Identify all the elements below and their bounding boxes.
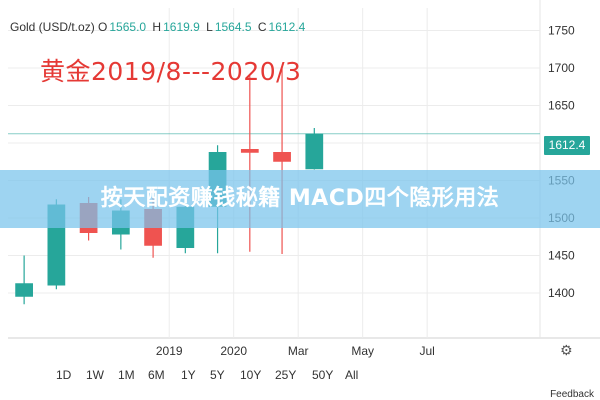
range-button-10y[interactable]: 10Y [240,368,262,382]
candle-body [240,149,259,153]
date-range-annotation: 黄金2019/8---2020/3 [40,57,302,86]
close-key: C [257,20,267,34]
candle-body [305,133,324,170]
range-button-50y[interactable]: 50Y [312,368,334,382]
high-value: 1619.9 [163,20,200,34]
high-key: H [152,20,162,34]
x-tick-label: Jul [419,344,434,358]
range-button-25y[interactable]: 25Y [275,368,297,382]
x-tick-label: Mar [288,344,309,358]
candle-body [15,283,33,297]
y-tick-label: 1450 [548,249,575,263]
range-button-6m[interactable]: 6M [148,368,165,382]
symbol-label: Gold (USD/t.oz) [10,20,95,34]
overlay-banner-text: 按天配资赚钱秘籍 MACD四个隐形用法 [100,186,500,211]
y-axis-labels: 14001450150015501600165017001750 [548,24,575,301]
range-button-1d[interactable]: 1D [56,368,72,382]
low-value: 1564.5 [214,20,252,34]
candle-body [273,152,291,162]
last-price-tag: 1612.4 [544,136,590,155]
low-key: L [206,20,213,34]
y-tick-label: 1750 [548,24,575,38]
range-button-1m[interactable]: 1M [118,368,135,382]
y-tick-label: 1650 [548,99,575,113]
x-axis-labels: 2019 2020 Mar May Jul [156,344,435,358]
ohlc-readout: Gold (USD/t.oz) O 1565.0 H 1619.9 L 1564.5 … [10,20,308,34]
gear-icon[interactable]: ⚙ [560,342,573,358]
feedback-link[interactable]: Feedback [550,389,594,400]
open-key: O [98,20,108,34]
y-tick-label: 1400 [548,286,575,300]
range-button-1w[interactable]: 1W [86,368,104,382]
range-button-5y[interactable]: 5Y [210,368,225,382]
overlay-banner [0,170,600,228]
x-tick-label: May [351,344,374,358]
x-tick-label: 2020 [220,344,247,358]
close-value: 1612.4 [268,20,306,34]
open-value: 1565.0 [109,20,147,34]
y-tick-label: 1700 [548,61,575,75]
x-tick-label: 2019 [156,344,183,358]
chart-grid [8,0,600,339]
range-button-all[interactable]: All [345,368,359,382]
range-button-1y[interactable]: 1Y [181,368,196,382]
